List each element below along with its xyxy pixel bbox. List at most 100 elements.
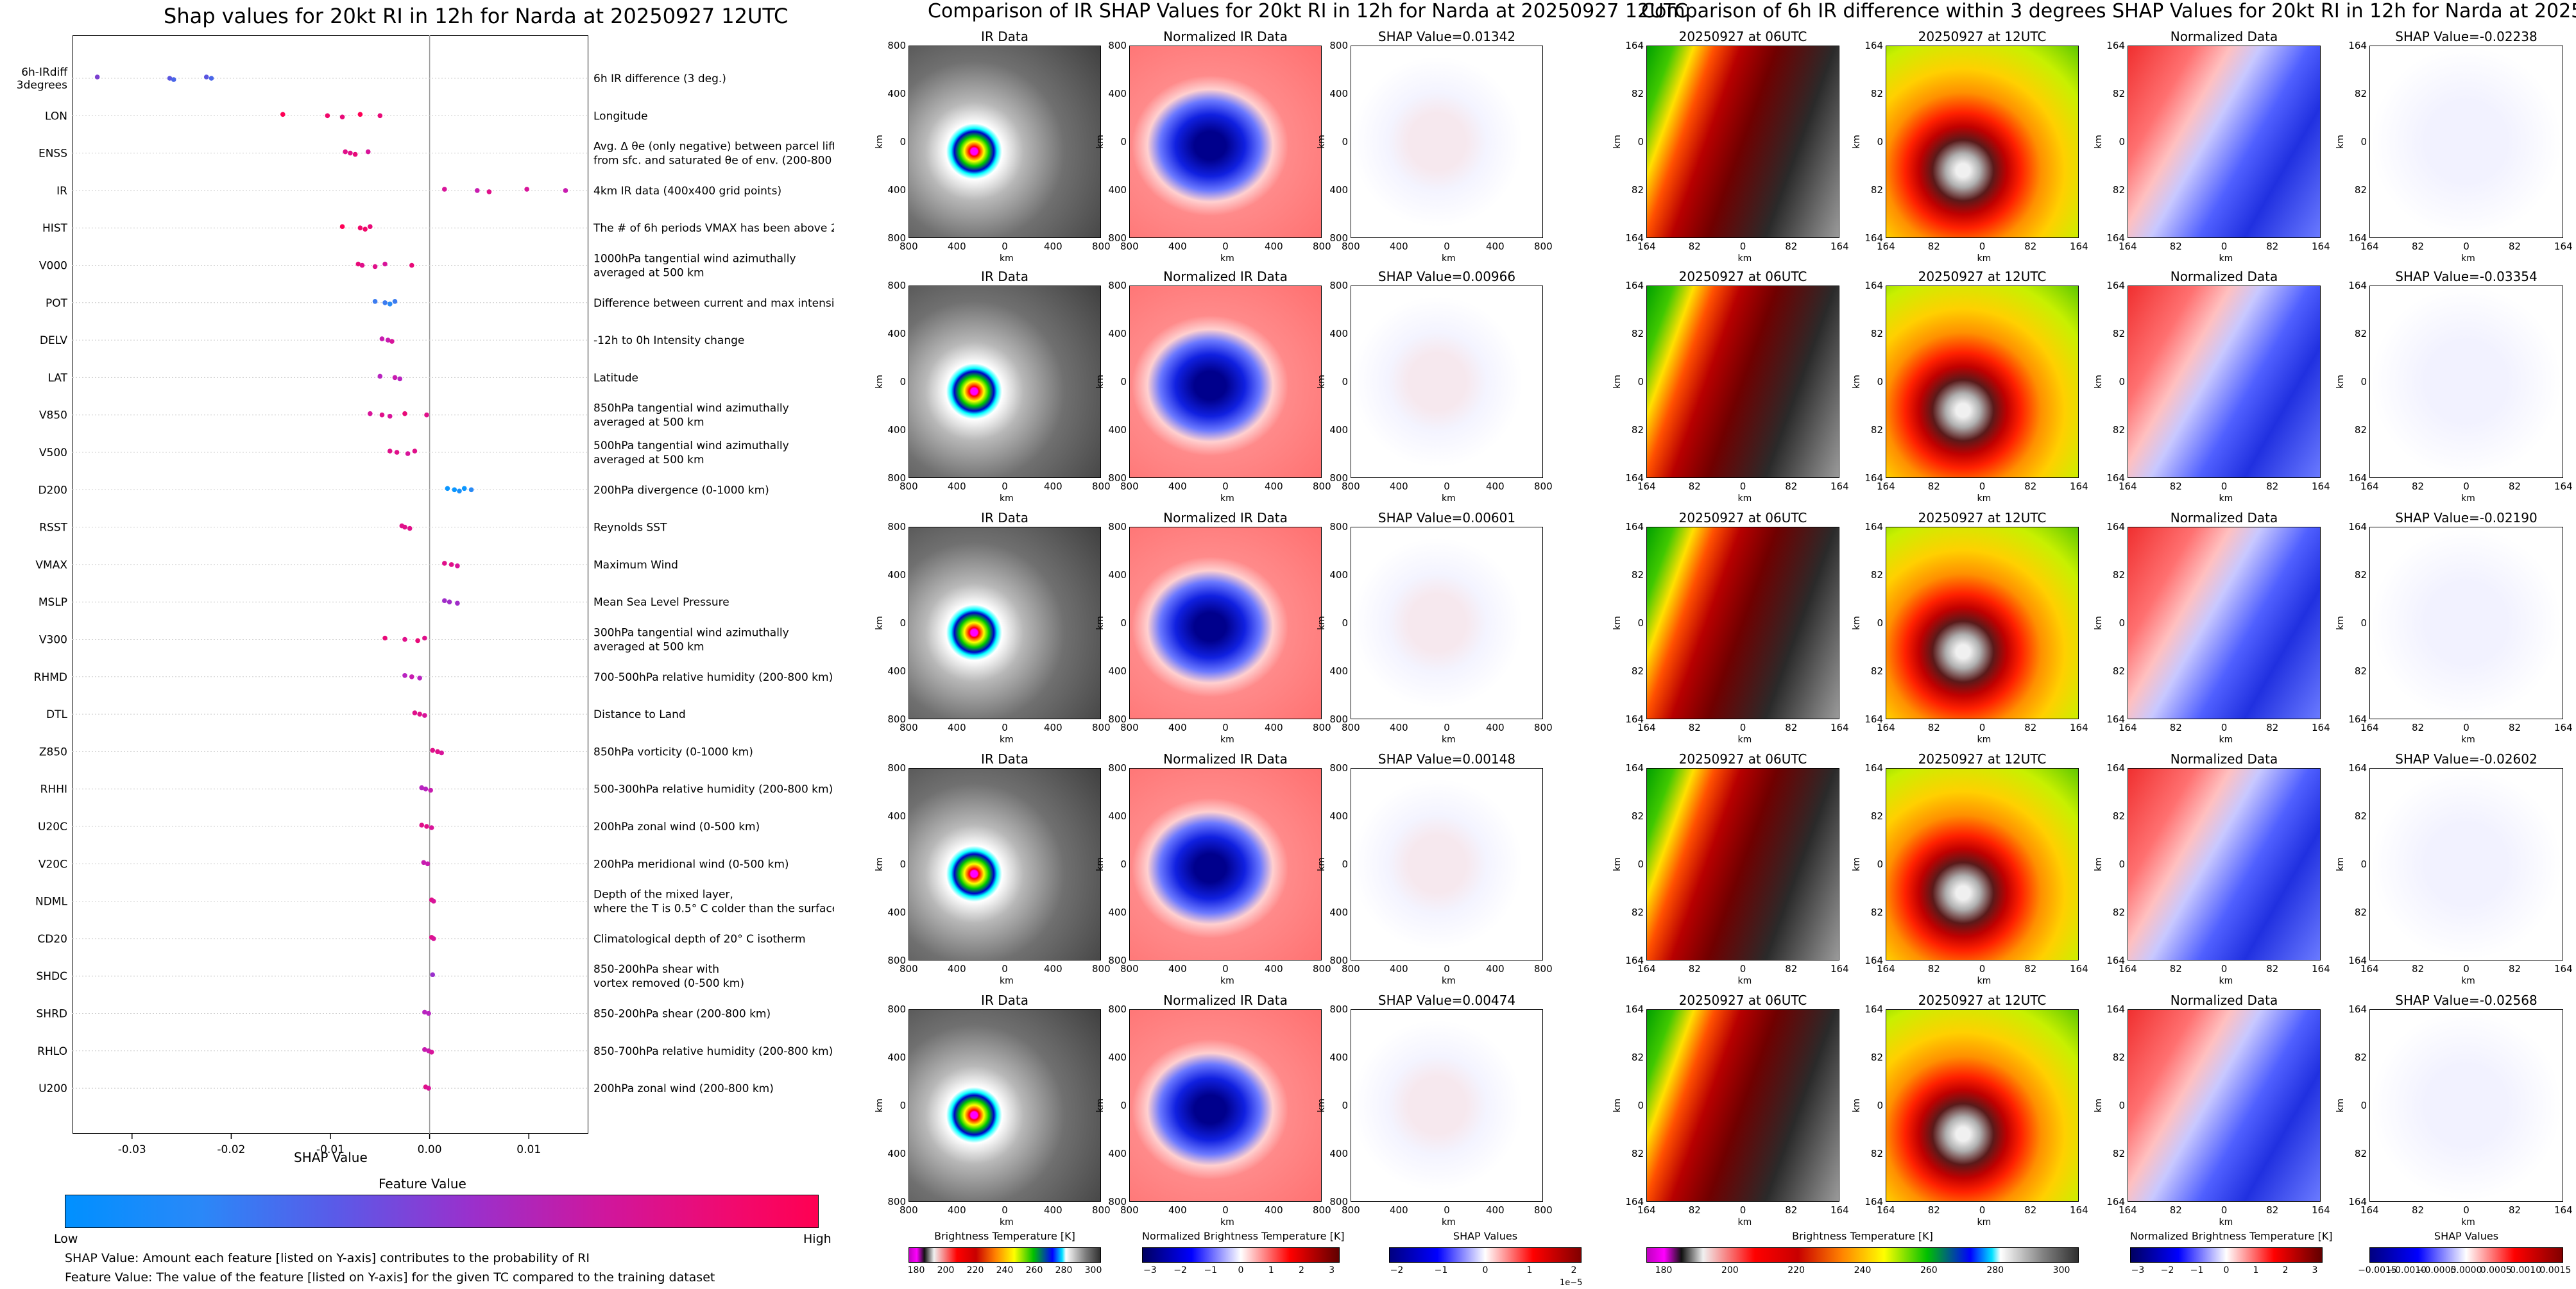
feature-label: 6h-IRdiff	[21, 66, 68, 79]
x-axis-label: km	[1442, 1217, 1456, 1227]
diff-panel-title: 20250927 at 12UTC	[1918, 510, 2047, 525]
y-tick-label: 164	[2106, 762, 2125, 774]
shapD-image-panel	[2369, 527, 2563, 719]
feature-description: where the T is 0.5° C colder than the su…	[593, 903, 834, 916]
feature-label: CD20	[37, 933, 67, 946]
shapIR-image-panel	[1351, 46, 1543, 238]
y-tick-label: 400	[1329, 569, 1348, 581]
y-tick-label: 800	[1329, 232, 1348, 244]
shap-panel-title: SHAP Value=0.00601	[1378, 510, 1516, 525]
x-tick-label: 0	[1222, 963, 1229, 975]
y-tick-label: 400	[1108, 907, 1127, 918]
x-tick-label: 0	[2463, 963, 2469, 975]
y-tick-label: 400	[1108, 1052, 1127, 1063]
y-tick-label: 82	[2112, 1052, 2125, 1063]
x-axis-label: km	[2219, 735, 2233, 745]
colorbar-label: SHAP Values	[1453, 1230, 1518, 1242]
x-axis-label: km	[1000, 1217, 1014, 1227]
shap-dot	[475, 188, 480, 193]
ndiff-image-panel	[2128, 527, 2321, 719]
y-tick-label: 400	[887, 88, 906, 99]
y-tick-label: 0	[900, 858, 906, 870]
y-tick-label: 82	[2112, 665, 2125, 677]
x-tick-label: 0	[1979, 241, 1986, 252]
shap-panel-title: SHAP Value=0.00966	[1378, 269, 1516, 284]
y-tick-label: 82	[2112, 424, 2125, 436]
y-tick-label: 800	[1108, 1003, 1127, 1015]
y-tick-label: 800	[1108, 232, 1127, 244]
x-tick-label: 0	[1444, 722, 1450, 733]
shap-dot	[429, 1050, 434, 1055]
ir-image-panel	[908, 768, 1101, 960]
shap-dot	[457, 488, 462, 494]
shap-dot	[452, 487, 457, 493]
shap-dot	[368, 411, 373, 416]
shap-dot	[423, 786, 429, 792]
y-tick-label: 82	[1631, 810, 1644, 822]
x-axis-label: km	[1220, 1217, 1234, 1227]
x-tick-label: 400	[1486, 963, 1505, 975]
colorbar-label: Brightness Temperature [K]	[934, 1230, 1075, 1242]
y-tick-label: 82	[1631, 665, 1644, 677]
y-tick-label: 400	[887, 665, 906, 677]
shap-plot-frame	[73, 35, 588, 1134]
y-tick-label: 400	[1108, 1148, 1127, 1159]
x-tick-label: 0	[1002, 481, 1008, 492]
x-tick-label: 800	[1534, 1204, 1553, 1216]
diff-panel-title: Normalized Data	[2170, 510, 2278, 525]
y-tick-label: 164	[1625, 232, 1644, 244]
x-axis-label: km	[1000, 976, 1014, 986]
x-axis-label: km	[1000, 493, 1014, 504]
colorbar-tick: 300	[1084, 1265, 1102, 1276]
x-tick-label: 82	[2024, 481, 2037, 492]
y-tick-label: 164	[1625, 521, 1644, 533]
y-tick-label: 164	[1864, 280, 1883, 291]
ir-panel-title: IR Data	[981, 993, 1028, 1008]
y-tick-label: 82	[1631, 1052, 1644, 1063]
x-tick-label: 0	[1979, 481, 1986, 492]
shap-dot	[372, 264, 378, 269]
y-tick-label: 0	[1342, 617, 1348, 629]
feature-description: vortex removed (0-500 km)	[593, 977, 744, 990]
colorbar-tick: 200	[937, 1265, 955, 1276]
y-axis-label: km	[2335, 857, 2346, 871]
feature-label: NDML	[35, 896, 67, 909]
feature-label: RSST	[39, 522, 67, 534]
x-axis-label: km	[1737, 976, 1752, 986]
ir-panel-title: Normalized IR Data	[1163, 510, 1288, 525]
y-tick-label: 800	[1329, 1196, 1348, 1208]
feature-description: The # of 6h periods VMAX has been above …	[593, 222, 834, 235]
x-tick-label: 82	[1688, 241, 1701, 252]
y-tick-label: 800	[887, 232, 906, 244]
y-axis-label: km	[2335, 1098, 2346, 1113]
y-tick-label: 0	[2360, 858, 2367, 870]
x-tick-label: 82	[2411, 722, 2425, 733]
x-tick-label: 82	[2508, 963, 2521, 975]
y-tick-label: 0	[2119, 1100, 2125, 1111]
norm-image-panel	[1129, 768, 1322, 960]
x-tick-label: 164	[1830, 722, 1849, 733]
y-axis-label: km	[1612, 857, 1623, 871]
ir-image-panel	[908, 527, 1101, 719]
x-tick-label: 82	[2266, 722, 2279, 733]
colorbar-label: Normalized Brightness Temperature [K]	[1142, 1230, 1345, 1242]
diff-panel-title: 20250927 at 06UTC	[1678, 993, 1807, 1008]
y-tick-label: 164	[2106, 521, 2125, 533]
feature-description: 300hPa tangential wind azimuthally	[593, 627, 789, 640]
shap-dot	[407, 525, 413, 531]
x-tick-label: -0.01	[316, 1143, 345, 1156]
shapIR-image-panel	[1351, 1009, 1543, 1202]
colorbar	[2369, 1247, 2563, 1263]
colorbar-tick: 260	[1920, 1265, 1938, 1276]
x-tick-label: 0	[1739, 1204, 1746, 1216]
feature-description: 4km IR data (400x400 grid points)	[593, 185, 781, 198]
y-tick-label: 0	[1342, 858, 1348, 870]
feature-label: DELV	[40, 334, 67, 347]
y-tick-label: 164	[2106, 280, 2125, 291]
y-tick-label: 0	[900, 1100, 906, 1111]
y-tick-label: 82	[1631, 569, 1644, 581]
shapIR-image-panel	[1351, 286, 1543, 478]
x-tick-label: 800	[1313, 963, 1331, 975]
x-tick-label: 800	[1092, 722, 1111, 733]
shap-dot	[325, 113, 330, 119]
